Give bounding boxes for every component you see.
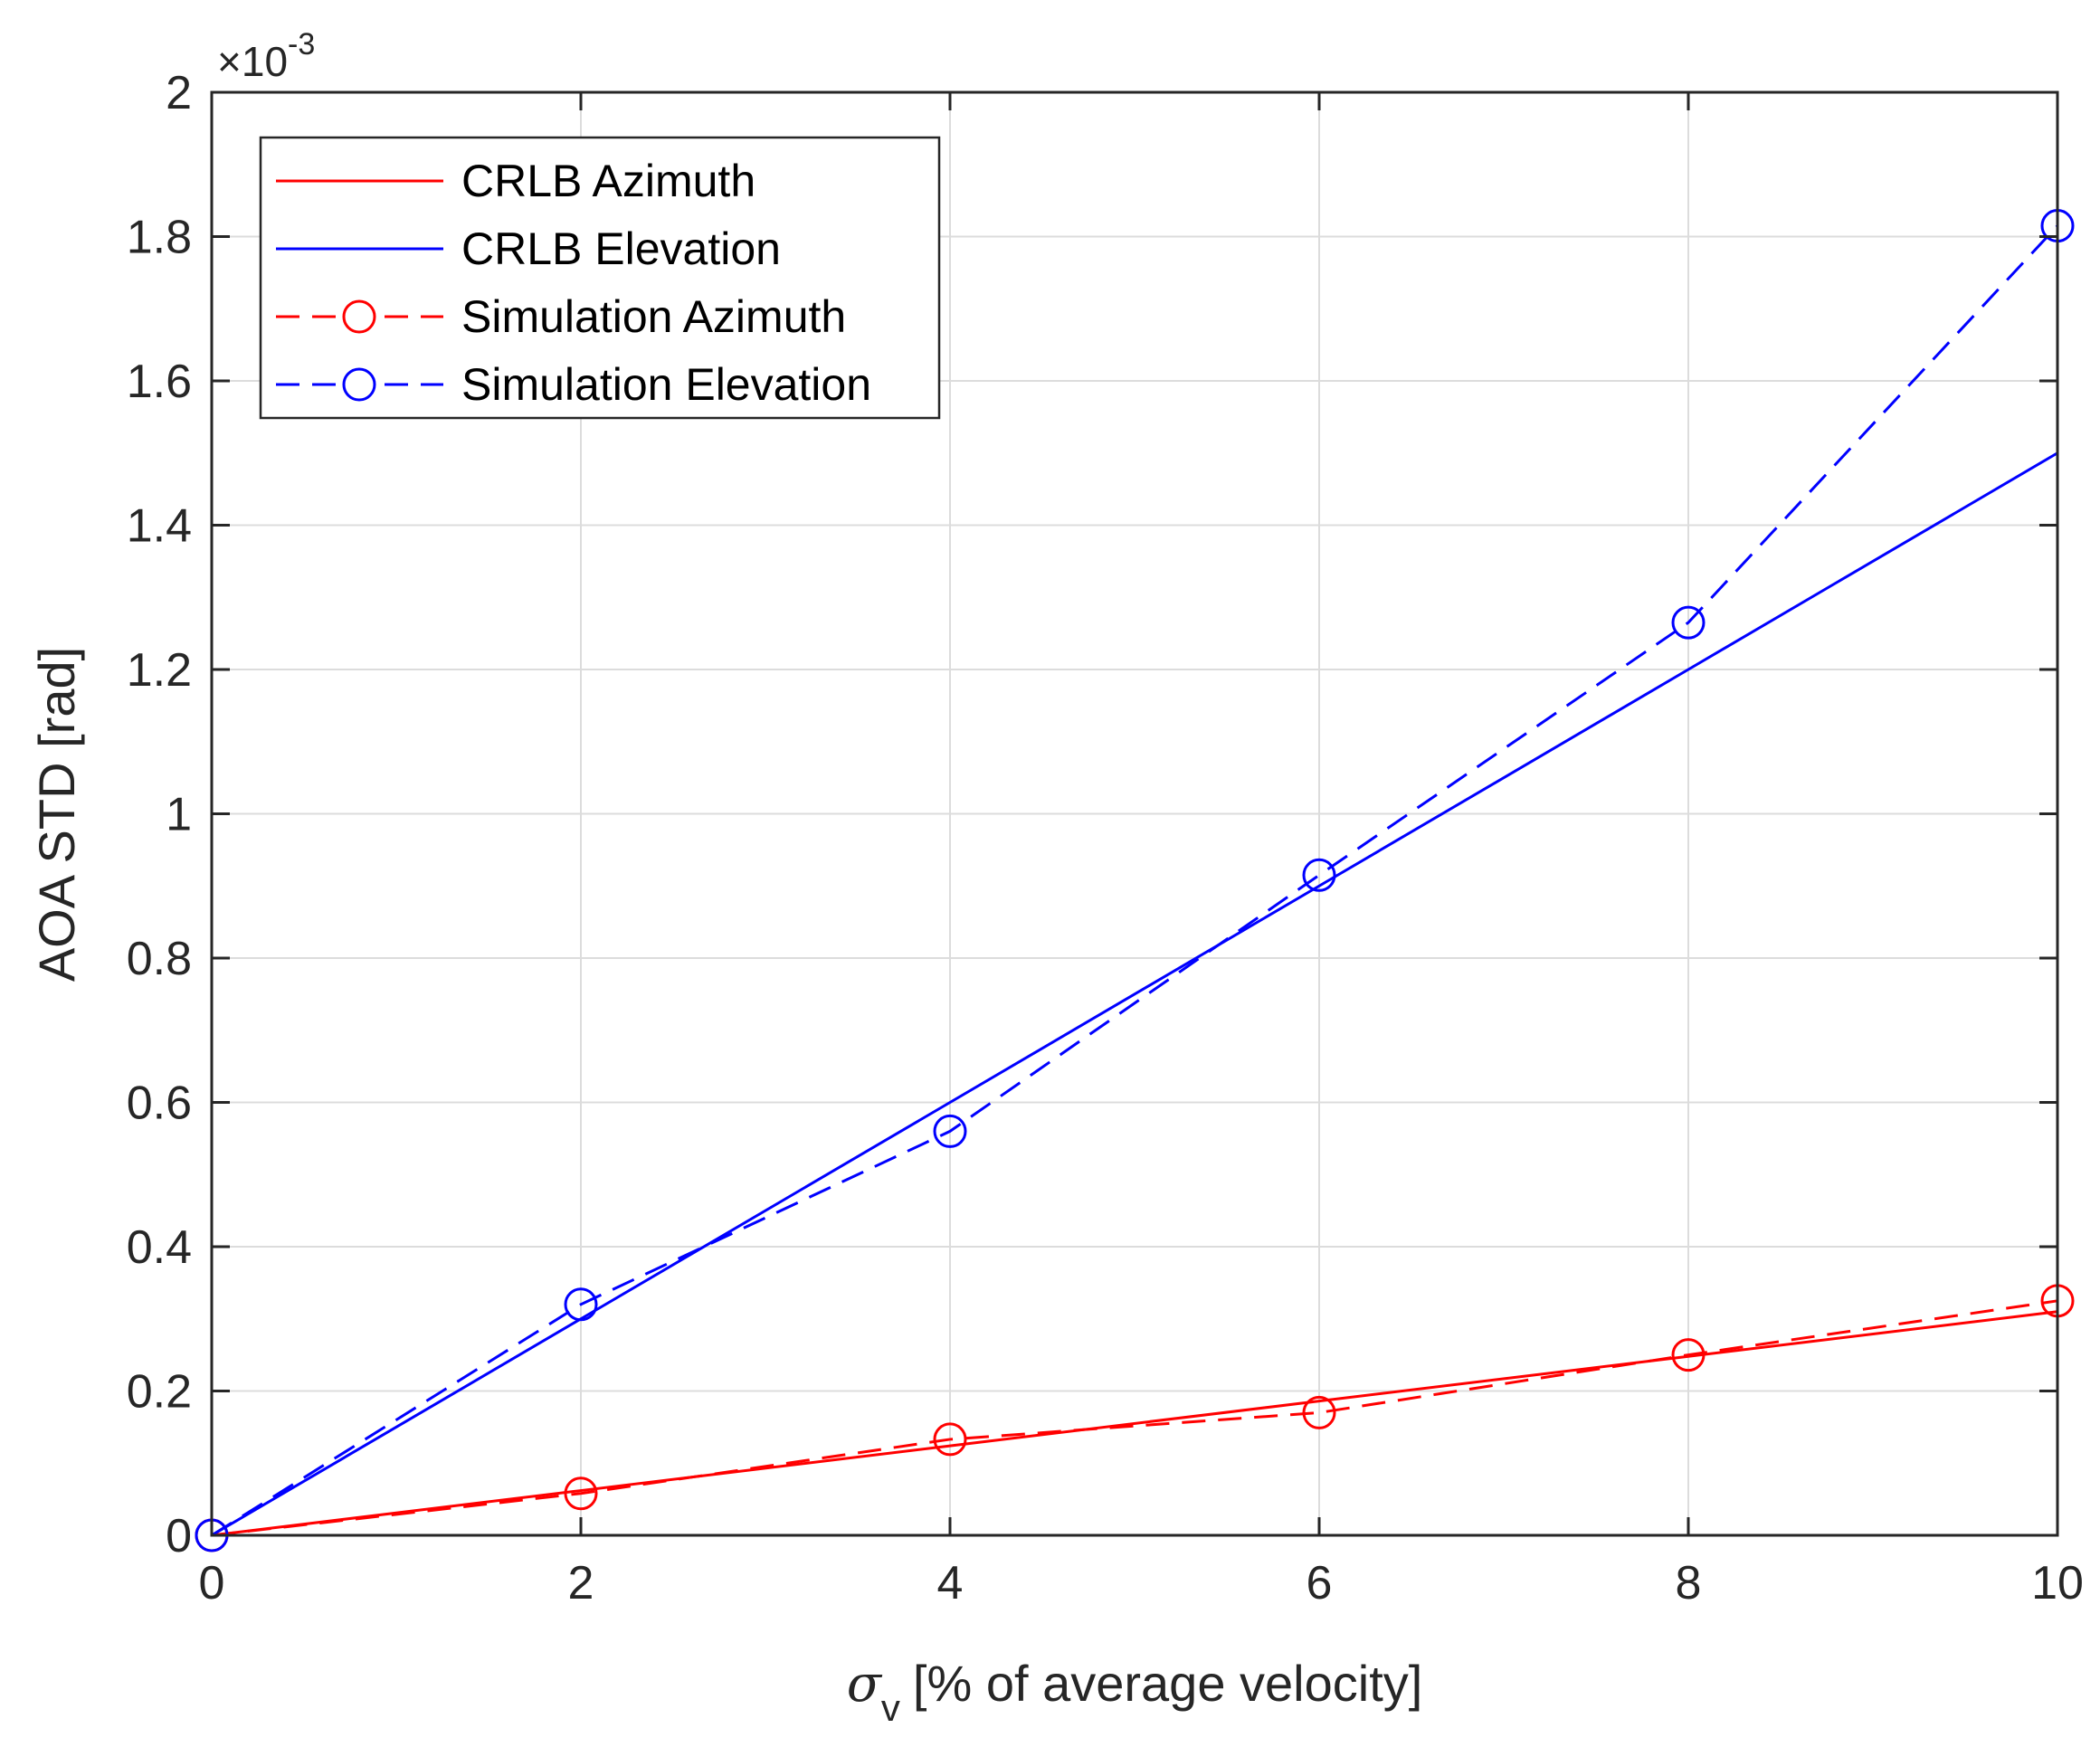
y-tick-label: 0 bbox=[166, 1510, 192, 1562]
data-point-simulation-azimuth bbox=[564, 1476, 598, 1511]
series-line-crlb-elevation bbox=[211, 451, 2058, 1537]
x-axis-label-subscript: v bbox=[881, 1686, 900, 1729]
data-point-simulation-azimuth bbox=[933, 1422, 967, 1457]
data-point-simulation-azimuth bbox=[1302, 1395, 1336, 1429]
legend-item-crlb-azimuth: CRLB Azimuth bbox=[276, 156, 755, 206]
series-line-simulation-elevation bbox=[211, 224, 2059, 1537]
data-point-simulation-elevation bbox=[1671, 605, 1706, 640]
x-tick-label: 4 bbox=[937, 1557, 964, 1609]
data-point-simulation-elevation bbox=[564, 1287, 598, 1322]
y-tick-label: 0.2 bbox=[127, 1366, 192, 1419]
x-tick-label: 6 bbox=[1307, 1557, 1333, 1609]
y-exponent-prefix: ×10 bbox=[217, 38, 288, 85]
y-tick-label: 1 bbox=[166, 789, 192, 841]
legend-label-crlb-azimuth: CRLB Azimuth bbox=[461, 156, 755, 206]
series-line-simulation-azimuth bbox=[211, 1299, 2058, 1537]
legend: CRLB Azimuth CRLB Elevation Simulation Azi… bbox=[259, 136, 941, 420]
y-tick-label: 1.2 bbox=[127, 644, 192, 697]
legend-entries: CRLB Azimuth CRLB Elevation Simulation Azi… bbox=[276, 156, 871, 410]
x-tick-label: 10 bbox=[2031, 1557, 2084, 1609]
data-point-simulation-elevation bbox=[933, 1114, 967, 1148]
y-tick-label: 0.4 bbox=[127, 1221, 192, 1274]
y-tick-label: 0.8 bbox=[127, 933, 192, 985]
y-tick-label: 2 bbox=[166, 67, 192, 119]
legend-box bbox=[259, 136, 941, 420]
legend-item-crlb-elevation: CRLB Elevation bbox=[276, 223, 781, 274]
y-exponent-power: -3 bbox=[288, 27, 315, 62]
legend-label-simulation-elevation: Simulation Elevation bbox=[461, 359, 871, 410]
x-tick-label: 2 bbox=[568, 1557, 594, 1609]
legend-label-simulation-azimuth: Simulation Azimuth bbox=[461, 291, 846, 342]
tick-layer: 0 2 4 6 8 10 0 0.2 0.4 0.6 0.8 1 1.2 1.4 1.6 1.8 2 bbox=[127, 67, 2084, 1609]
y-axis-label: AOA STD [rad] bbox=[28, 647, 85, 982]
series-line-crlb-azimuth bbox=[211, 1310, 2058, 1537]
x-axis-label: σv [% of average velocity] bbox=[847, 1655, 1423, 1729]
x-tick-label: 0 bbox=[199, 1557, 225, 1609]
legend-marker-simulation-azimuth bbox=[342, 299, 376, 334]
y-tick-label: 1.8 bbox=[127, 212, 192, 264]
x-axis-label-rest: [% of average velocity] bbox=[913, 1655, 1422, 1712]
legend-label-crlb-elevation: CRLB Elevation bbox=[461, 223, 781, 274]
y-tick-label: 1.4 bbox=[127, 500, 192, 553]
legend-marker-simulation-elevation bbox=[342, 367, 376, 402]
legend-item-simulation-elevation: Simulation Elevation bbox=[276, 359, 871, 410]
x-tick-label: 8 bbox=[1676, 1557, 1702, 1609]
x-axis-label-symbol: σ bbox=[847, 1655, 883, 1714]
data-point-simulation-elevation bbox=[1302, 858, 1336, 892]
data-point-simulation-azimuth bbox=[1671, 1338, 1706, 1372]
legend-item-simulation-azimuth: Simulation Azimuth bbox=[276, 291, 846, 342]
y-tick-label: 1.6 bbox=[127, 356, 192, 408]
y-tick-label: 0.6 bbox=[127, 1078, 192, 1130]
y-exponent-label: ×10-3 bbox=[217, 27, 315, 85]
